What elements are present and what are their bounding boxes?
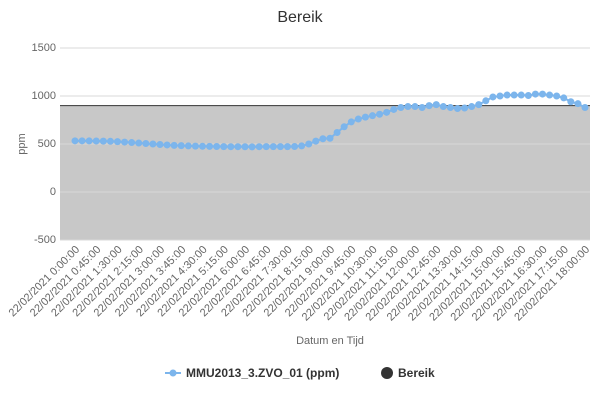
point — [468, 103, 476, 111]
point — [326, 134, 334, 142]
point — [397, 104, 405, 112]
point — [560, 94, 568, 102]
point — [128, 139, 136, 147]
point — [269, 143, 277, 151]
point — [482, 97, 490, 105]
point — [135, 139, 143, 147]
point — [510, 91, 518, 99]
point — [191, 142, 199, 150]
y-tick-label: 500 — [38, 138, 56, 150]
point — [149, 140, 157, 148]
y-tick-label: 1500 — [32, 42, 56, 54]
point — [376, 110, 384, 118]
point — [439, 103, 447, 111]
point — [553, 92, 561, 100]
point — [425, 102, 433, 110]
point — [411, 103, 419, 111]
y-tick-label: -500 — [34, 234, 56, 246]
point — [446, 104, 454, 112]
point — [234, 143, 242, 151]
point — [163, 141, 171, 149]
legend-label: Bereik — [398, 366, 435, 380]
point — [227, 143, 235, 151]
point — [390, 105, 398, 113]
point — [71, 137, 79, 145]
point — [539, 90, 546, 98]
point — [531, 90, 539, 98]
point — [262, 143, 270, 151]
point — [454, 104, 461, 112]
point — [156, 140, 164, 148]
point — [581, 104, 589, 112]
y-axis-label: ppm — [16, 133, 28, 154]
legend-marker — [169, 369, 177, 377]
point — [241, 143, 249, 151]
point — [461, 104, 469, 112]
legend-label: MMU2013_3.ZVO_01 (ppm) — [186, 366, 339, 380]
y-tick-label: 0 — [50, 186, 56, 198]
point — [319, 135, 327, 143]
point — [114, 138, 121, 146]
y-tick-label: 1000 — [32, 90, 56, 102]
point — [121, 138, 129, 146]
point — [78, 137, 86, 145]
point — [184, 142, 192, 150]
point — [99, 137, 107, 145]
point — [489, 93, 497, 101]
point — [475, 101, 483, 109]
point — [106, 137, 114, 145]
point — [284, 143, 291, 151]
point — [347, 118, 355, 126]
point — [291, 142, 299, 150]
point — [354, 115, 362, 123]
point — [503, 91, 511, 99]
point — [305, 140, 313, 148]
point — [369, 112, 376, 120]
point — [567, 98, 575, 106]
point — [312, 137, 320, 145]
point — [524, 92, 532, 100]
point — [432, 101, 440, 109]
point — [199, 142, 206, 150]
point — [517, 91, 525, 99]
point — [276, 143, 284, 151]
point — [340, 123, 348, 131]
plot-band — [60, 105, 590, 240]
point — [177, 142, 185, 150]
point — [92, 137, 100, 145]
point — [298, 142, 306, 150]
point — [170, 141, 178, 149]
point — [248, 143, 256, 151]
point — [213, 142, 221, 150]
point — [574, 100, 582, 108]
point — [220, 143, 228, 151]
point — [255, 143, 263, 151]
point — [361, 113, 369, 121]
chart-title: Bereik — [277, 9, 323, 26]
point — [206, 142, 214, 150]
point — [383, 108, 391, 116]
x-axis-label: Datum en Tijd — [296, 335, 364, 347]
point — [404, 103, 412, 111]
point — [142, 140, 150, 148]
point — [85, 137, 93, 145]
legend-marker — [381, 367, 393, 379]
point — [546, 91, 554, 99]
point — [496, 92, 504, 100]
point — [333, 128, 341, 136]
point — [418, 104, 426, 112]
